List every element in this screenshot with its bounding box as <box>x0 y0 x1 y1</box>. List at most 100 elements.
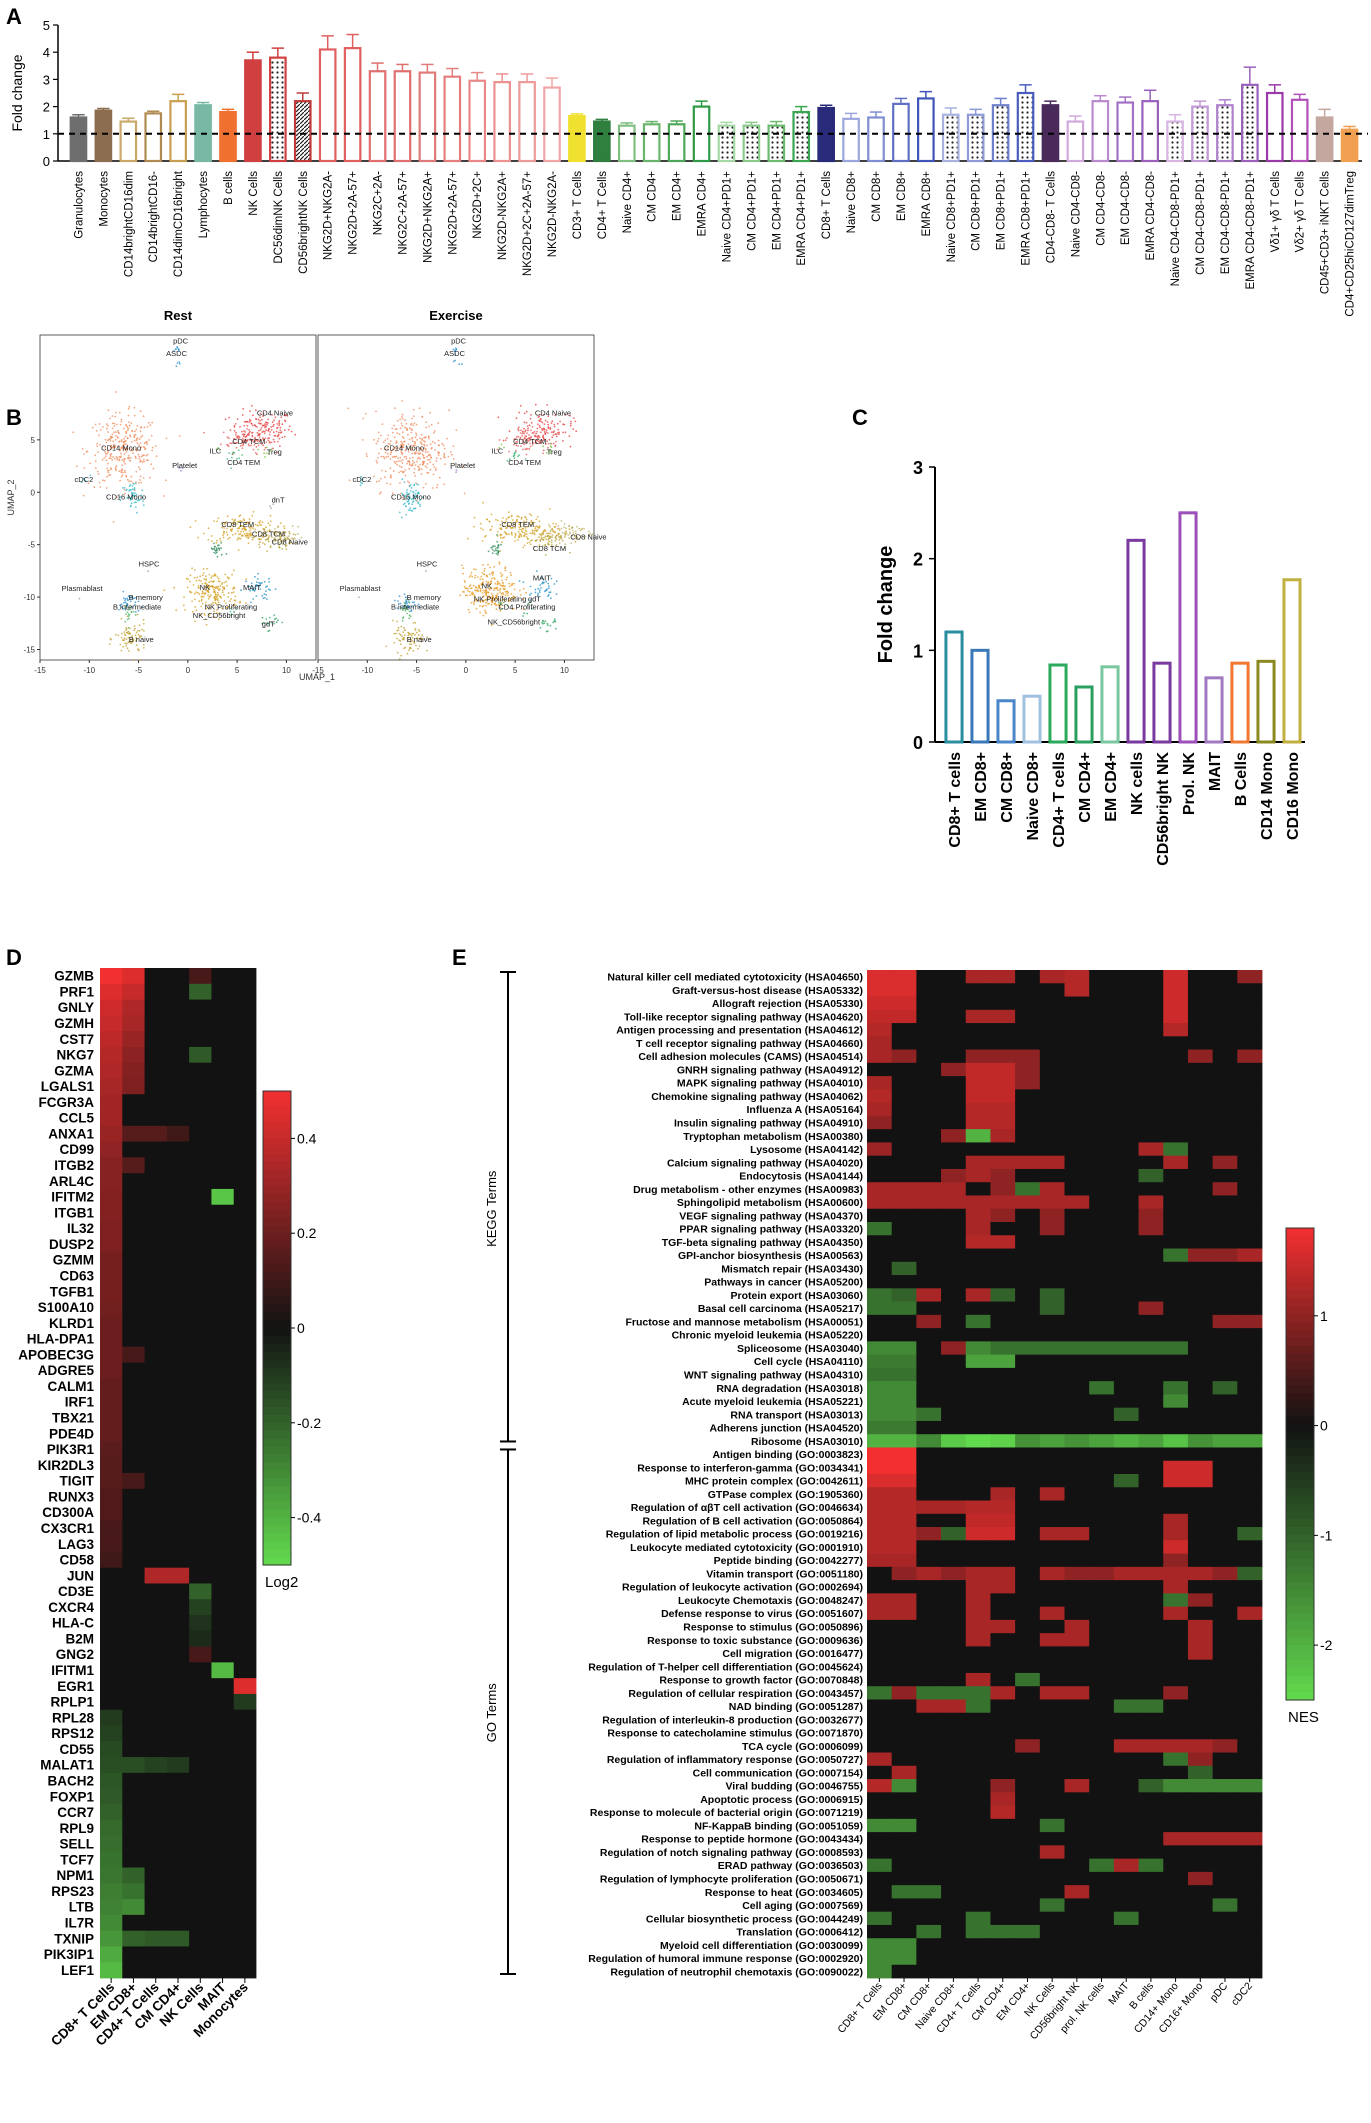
d-heat-cell <box>100 1962 123 1979</box>
b-cell-point <box>522 608 525 611</box>
b-cell-point <box>417 465 420 468</box>
b-cell-point <box>573 417 575 419</box>
b-cell-point <box>401 638 404 641</box>
d-heat-cell <box>233 1867 257 1884</box>
e-heat-cell <box>965 1832 991 1846</box>
b-cluster-asdc <box>175 361 181 368</box>
e-heat-cell <box>965 1726 991 1740</box>
b-cell-point <box>408 617 411 620</box>
a-x-tick-label: B cells <box>223 171 235 205</box>
e-heat-cell <box>1064 1407 1090 1422</box>
a-bar <box>1066 120 1085 163</box>
b-cell-point <box>505 578 507 581</box>
b-cell-point <box>389 483 392 485</box>
b-cell-point <box>410 444 413 447</box>
b-cell-point <box>272 438 275 441</box>
b-cluster-nk-cd56bright <box>539 618 557 633</box>
b-cell-point <box>125 431 127 433</box>
b-cell-point <box>499 584 502 587</box>
e-heat-cell <box>941 1420 967 1435</box>
b-cell-point <box>463 585 466 588</box>
d-heat-cell <box>233 1615 257 1632</box>
b-cell-point <box>414 634 416 636</box>
b-cell-point <box>383 448 386 451</box>
b-cell-point <box>165 437 168 440</box>
d-row-label: CX3CR1 <box>41 1521 95 1536</box>
b-cell-point <box>105 487 108 489</box>
b-cell-point <box>258 530 261 533</box>
d-heat-cell <box>211 1883 235 1900</box>
b-cell-point <box>561 531 564 534</box>
a-x-tick-label: EMRA CD4+ <box>697 171 709 237</box>
b-cell-point <box>550 539 553 542</box>
e-heat-cell <box>1039 1261 1065 1276</box>
e-heat-cell <box>867 1911 893 1926</box>
b-cell-point <box>531 607 533 610</box>
b-cell-point <box>473 568 475 570</box>
e-heat-cell <box>1138 1593 1164 1608</box>
e-heat-cell <box>1212 1566 1238 1581</box>
e-heat-cell <box>941 983 967 997</box>
b-cell-point <box>515 436 518 438</box>
e-heat-cell <box>990 1765 1016 1780</box>
e-heat-cell <box>1089 1155 1115 1170</box>
e-heat-cell <box>1015 1646 1041 1661</box>
e-heat-cell <box>1064 1805 1090 1820</box>
e-heat-cell <box>1015 1606 1041 1621</box>
b-cell-point <box>408 600 410 603</box>
d-heat-cell <box>211 1946 235 1963</box>
b-cell-point <box>405 607 407 610</box>
b-cell-point <box>473 516 476 519</box>
b-cluster-treg <box>257 446 273 458</box>
e-heat-cell <box>1039 1938 1065 1952</box>
b-cell-point <box>214 601 217 604</box>
b-cell-point <box>94 423 97 426</box>
b-cell-point <box>501 573 504 576</box>
e-heat-cell <box>1015 1726 1041 1740</box>
d-heat-cell <box>233 1236 257 1253</box>
e-heat-cell <box>1187 1858 1214 1873</box>
e-heat-cell <box>867 1871 893 1886</box>
e-heat-cell <box>1039 996 1065 1011</box>
b-cell-point <box>399 418 401 421</box>
b-cell-point <box>123 601 125 604</box>
e-heat-cell <box>1163 1938 1189 1952</box>
b-cell-point <box>242 518 245 521</box>
e-heat-cell <box>1089 1235 1115 1249</box>
e-heat-cell <box>1039 1460 1065 1475</box>
e-heat-cell <box>1163 1168 1189 1183</box>
b-cell-point <box>243 430 245 432</box>
e-heat-cell <box>1237 1222 1263 1236</box>
e-heat-cell <box>965 1540 991 1554</box>
e-heat-cell <box>1113 1779 1139 1793</box>
b-cell-point <box>133 488 136 491</box>
b-cell-point <box>109 440 112 442</box>
e-heat-cell <box>891 1911 917 1926</box>
d-heat-cell <box>144 1346 168 1363</box>
b-cell-point <box>238 515 241 518</box>
e-heat-cell <box>1015 1832 1041 1846</box>
b-cell-point <box>498 563 501 565</box>
b-cell-point <box>240 589 242 592</box>
b-cell-point <box>226 576 229 578</box>
d-row-label: LEF1 <box>61 1963 94 1978</box>
b-cell-point <box>418 630 421 633</box>
e-heat-cell <box>990 970 1016 984</box>
b-cell-point <box>403 607 405 610</box>
d-heat-cell <box>122 1725 145 1742</box>
b-cell-point <box>480 575 483 578</box>
b-cell-point <box>120 636 123 639</box>
b-cell-point <box>204 601 207 604</box>
b-cell-point <box>124 608 127 611</box>
e-heat-cell <box>1237 1805 1263 1820</box>
b-cell-point <box>133 414 136 417</box>
b-cell-point <box>398 639 401 642</box>
e-heat-cell <box>916 1222 942 1236</box>
b-cell-point <box>545 580 548 583</box>
b-cell-point <box>126 602 128 605</box>
b-cell-point <box>419 503 421 506</box>
b-cell-point <box>279 426 282 429</box>
b-x-tick-label: -5 <box>413 666 421 675</box>
d-heat-cell <box>122 1473 145 1490</box>
b-cell-point <box>375 460 378 462</box>
